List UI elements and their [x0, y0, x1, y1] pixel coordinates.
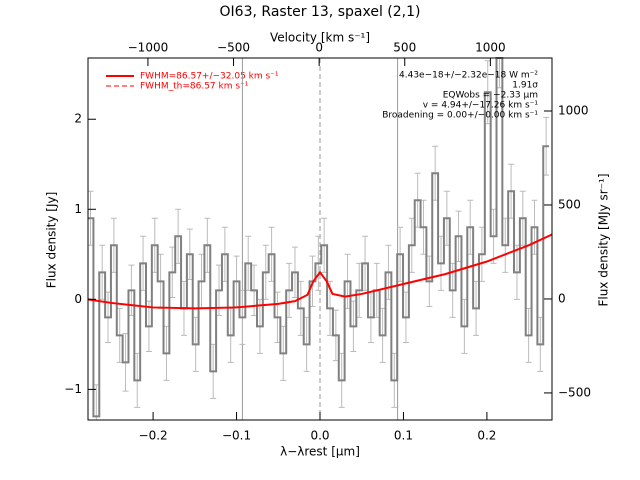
y-tick-label: 1: [74, 202, 82, 216]
y-tick-label: 0: [74, 292, 82, 306]
y2-tick-label: 0: [558, 291, 566, 305]
annotation: 4.43e−18+/−2.32e−18 W m⁻²: [399, 71, 538, 81]
x-tick-label: 0.1: [394, 429, 413, 443]
y2-tick-label: −500: [558, 385, 591, 399]
x-tick-label: 0.0: [310, 429, 329, 443]
x-axis-label: λ−λrest [μm]: [280, 445, 360, 459]
annotation: Broadening = 0.00+/−0.00 km s⁻¹: [382, 111, 538, 121]
y-axis-label: Flux density [Jy]: [45, 192, 59, 289]
x2-tick-label: 500: [393, 41, 416, 55]
annotation: EQWobs = −2.33 μm: [443, 91, 538, 101]
x2-tick-label: 1000: [475, 41, 506, 55]
x-tick-label: −0.2: [139, 429, 168, 443]
x-tick-label: −0.1: [222, 429, 251, 443]
fit-line: [87, 233, 553, 310]
x-tick-label: 0.2: [477, 429, 496, 443]
legend-label: FWHM_th=86.57 km s⁻¹: [140, 82, 249, 92]
x2-tick-label: −1000: [128, 41, 169, 55]
legend-label: FWHM=86.57+/−32.05 km s⁻¹: [140, 72, 279, 82]
y2-tick-label: 1000: [558, 104, 589, 118]
y-tick-label: −1: [64, 382, 82, 396]
annotation: v = 4.94+/−17.26 km s⁻¹: [423, 101, 539, 111]
y2-tick-label: 500: [558, 197, 581, 211]
spectrum-line: [88, 57, 550, 418]
x2-axis-label: Velocity [km s⁻¹]: [270, 31, 370, 45]
x2-tick-label: 0: [315, 41, 323, 55]
x2-tick-label: −500: [217, 41, 250, 55]
chart-title: OI63, Raster 13, spaxel (2,1): [220, 4, 421, 20]
y-tick-label: 2: [74, 112, 82, 126]
y2-axis-label: Flux density [MJy sr⁻¹]: [597, 173, 611, 306]
annotation: 1.91σ: [512, 81, 538, 91]
